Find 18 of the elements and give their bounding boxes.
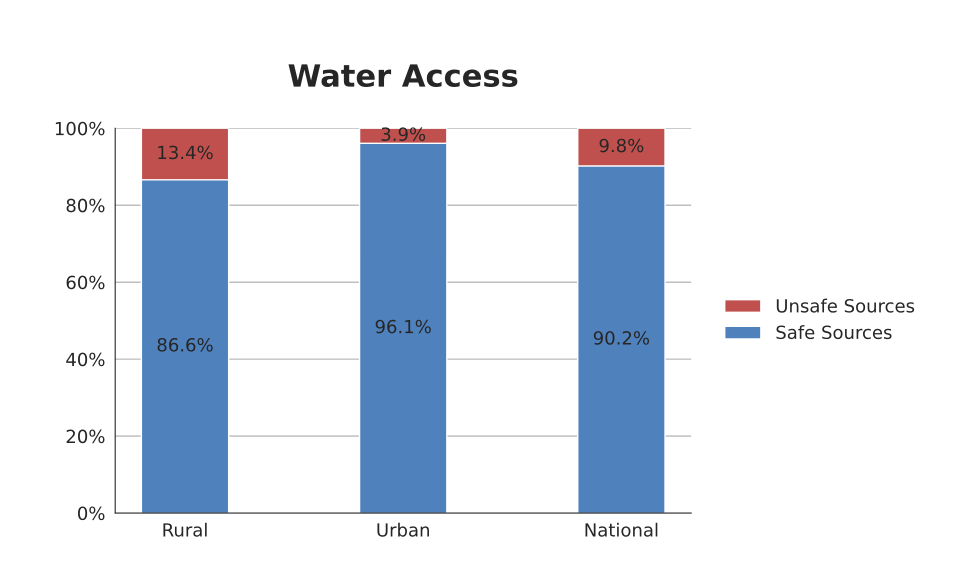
x-tick-label: Urban: [377, 522, 429, 537]
y-tick-label: 100%: [56, 122, 104, 136]
data-label: 9.8%: [600, 138, 644, 152]
data-label: 96.1%: [376, 320, 431, 334]
x-tick-label: National: [586, 522, 658, 537]
data-label: 13.4%: [158, 146, 213, 160]
legend-label: Safe Sources: [776, 325, 892, 340]
data-label: 3.9%: [382, 127, 426, 141]
y-tick-label: 20%: [66, 430, 104, 444]
chart-title: Water Access: [288, 64, 518, 88]
data-label: 86.6%: [158, 338, 213, 352]
y-tick-label: 40%: [66, 352, 104, 366]
x-tick-label: Rural: [163, 522, 207, 537]
data-label: 90.2%: [594, 331, 650, 345]
legend-label: Unsafe Sources: [776, 298, 914, 313]
y-tick-label: 80%: [66, 198, 104, 212]
y-tick-label: 0%: [78, 506, 104, 520]
y-tick-label: 60%: [66, 276, 104, 290]
